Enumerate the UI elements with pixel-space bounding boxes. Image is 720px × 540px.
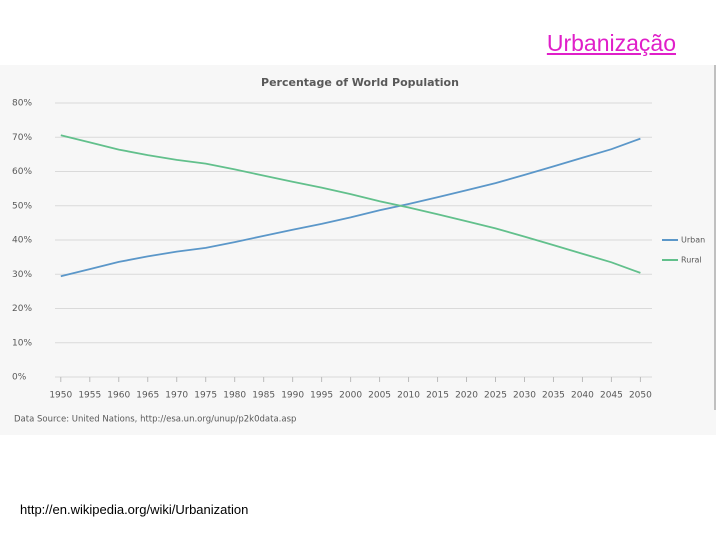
y-tick-label: 70% (12, 133, 32, 143)
x-tick-label: 1955 (78, 391, 101, 401)
x-tick-label: 2050 (629, 391, 652, 401)
slide-title[interactable]: Urbanização (546, 30, 676, 56)
line-series (60, 137, 641, 278)
x-tick-label: 1990 (281, 391, 304, 401)
line-series (60, 134, 641, 274)
y-tick-label: 60% (12, 167, 32, 177)
x-tick-label: 2015 (426, 391, 449, 401)
source-note: Data Source: United Nations, http://esa.… (14, 415, 296, 425)
x-tick-label: 1980 (223, 391, 246, 401)
x-tick-label: 1985 (252, 391, 275, 401)
chart-title: Percentage of World Population (261, 76, 459, 89)
x-tick-label: 2040 (571, 391, 594, 401)
y-tick-label: 80% (12, 99, 32, 109)
y-tick-label: 30% (12, 270, 32, 280)
y-tick-label: 10% (12, 338, 32, 348)
x-tick-label: 2045 (600, 391, 623, 401)
x-tick-label: 2000 (339, 391, 362, 401)
x-tick-label: 1995 (310, 391, 333, 401)
x-tick-label: 1970 (165, 391, 188, 401)
x-tick-label: 2010 (397, 391, 420, 401)
x-tick-label: 2020 (455, 391, 478, 401)
x-tick-label: 1965 (136, 391, 159, 401)
x-tick-label: 1960 (107, 391, 130, 401)
y-tick-label: 50% (12, 201, 32, 211)
x-tick-label: 2030 (513, 391, 536, 401)
legend-label: Urban (681, 236, 705, 245)
chart-background (0, 65, 716, 435)
x-tick-label: 2005 (368, 391, 391, 401)
x-tick-label: 1975 (194, 391, 217, 401)
y-tick-label: 0% (12, 373, 27, 383)
x-tick-label: 1950 (49, 391, 72, 401)
y-tick-label: 20% (12, 304, 32, 314)
x-tick-label: 2035 (542, 391, 565, 401)
y-tick-label: 40% (12, 236, 32, 246)
footer-url: http://en.wikipedia.org/wiki/Urbanizatio… (20, 502, 249, 517)
x-tick-label: 2025 (484, 391, 507, 401)
legend-label: Rural (681, 256, 702, 265)
